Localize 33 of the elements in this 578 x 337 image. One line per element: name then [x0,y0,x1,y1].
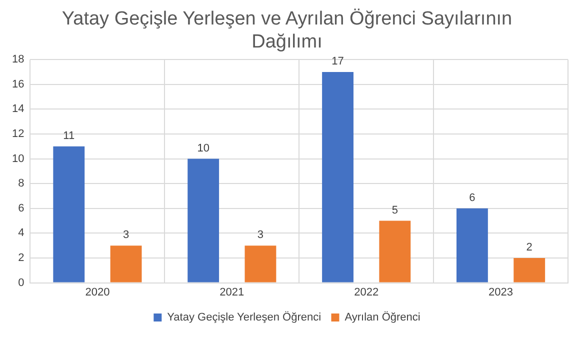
bar [244,246,276,282]
data-label: 2 [526,242,532,254]
bar [110,246,142,282]
x-tick-label: 2020 [85,286,110,298]
y-tick-label: 6 [18,202,24,214]
legend-label: Ayrılan Öğrenci [344,310,420,324]
y-tick-label: 18 [12,54,24,66]
x-tick-label: 2021 [220,286,244,298]
bar [456,208,488,282]
y-tick-label: 4 [18,227,24,240]
y-tick-label: 2 [18,252,24,264]
data-label: 3 [122,229,130,242]
bar [53,146,85,282]
x-tick-label: 2022 [354,286,379,298]
data-label: 11 [63,130,75,142]
data-label: 10 [197,142,210,154]
data-label: 5 [392,204,398,216]
bar [514,258,546,282]
chart-title: Yatay Geçişle Yerleşen ve Ayrılan Öğrenci Sayılarının Dağılımı [62,8,512,52]
bar [322,72,354,282]
y-tick-label: 10 [12,152,24,165]
legend-label: Yatay Geçişle Yerleşen Öğrenci [167,310,322,324]
y-tick-label: 12 [12,128,24,140]
bar [379,220,411,282]
data-label: 3 [257,229,264,242]
data-label: 17 [332,56,344,68]
y-tick-label: 14 [12,103,24,116]
y-tick-label: 8 [18,178,24,190]
data-label: 6 [469,192,476,204]
bar [188,158,220,282]
x-tick-label: 2023 [488,286,514,298]
y-tick-label: 16 [12,78,24,90]
y-tick-label: 0 [18,276,24,289]
